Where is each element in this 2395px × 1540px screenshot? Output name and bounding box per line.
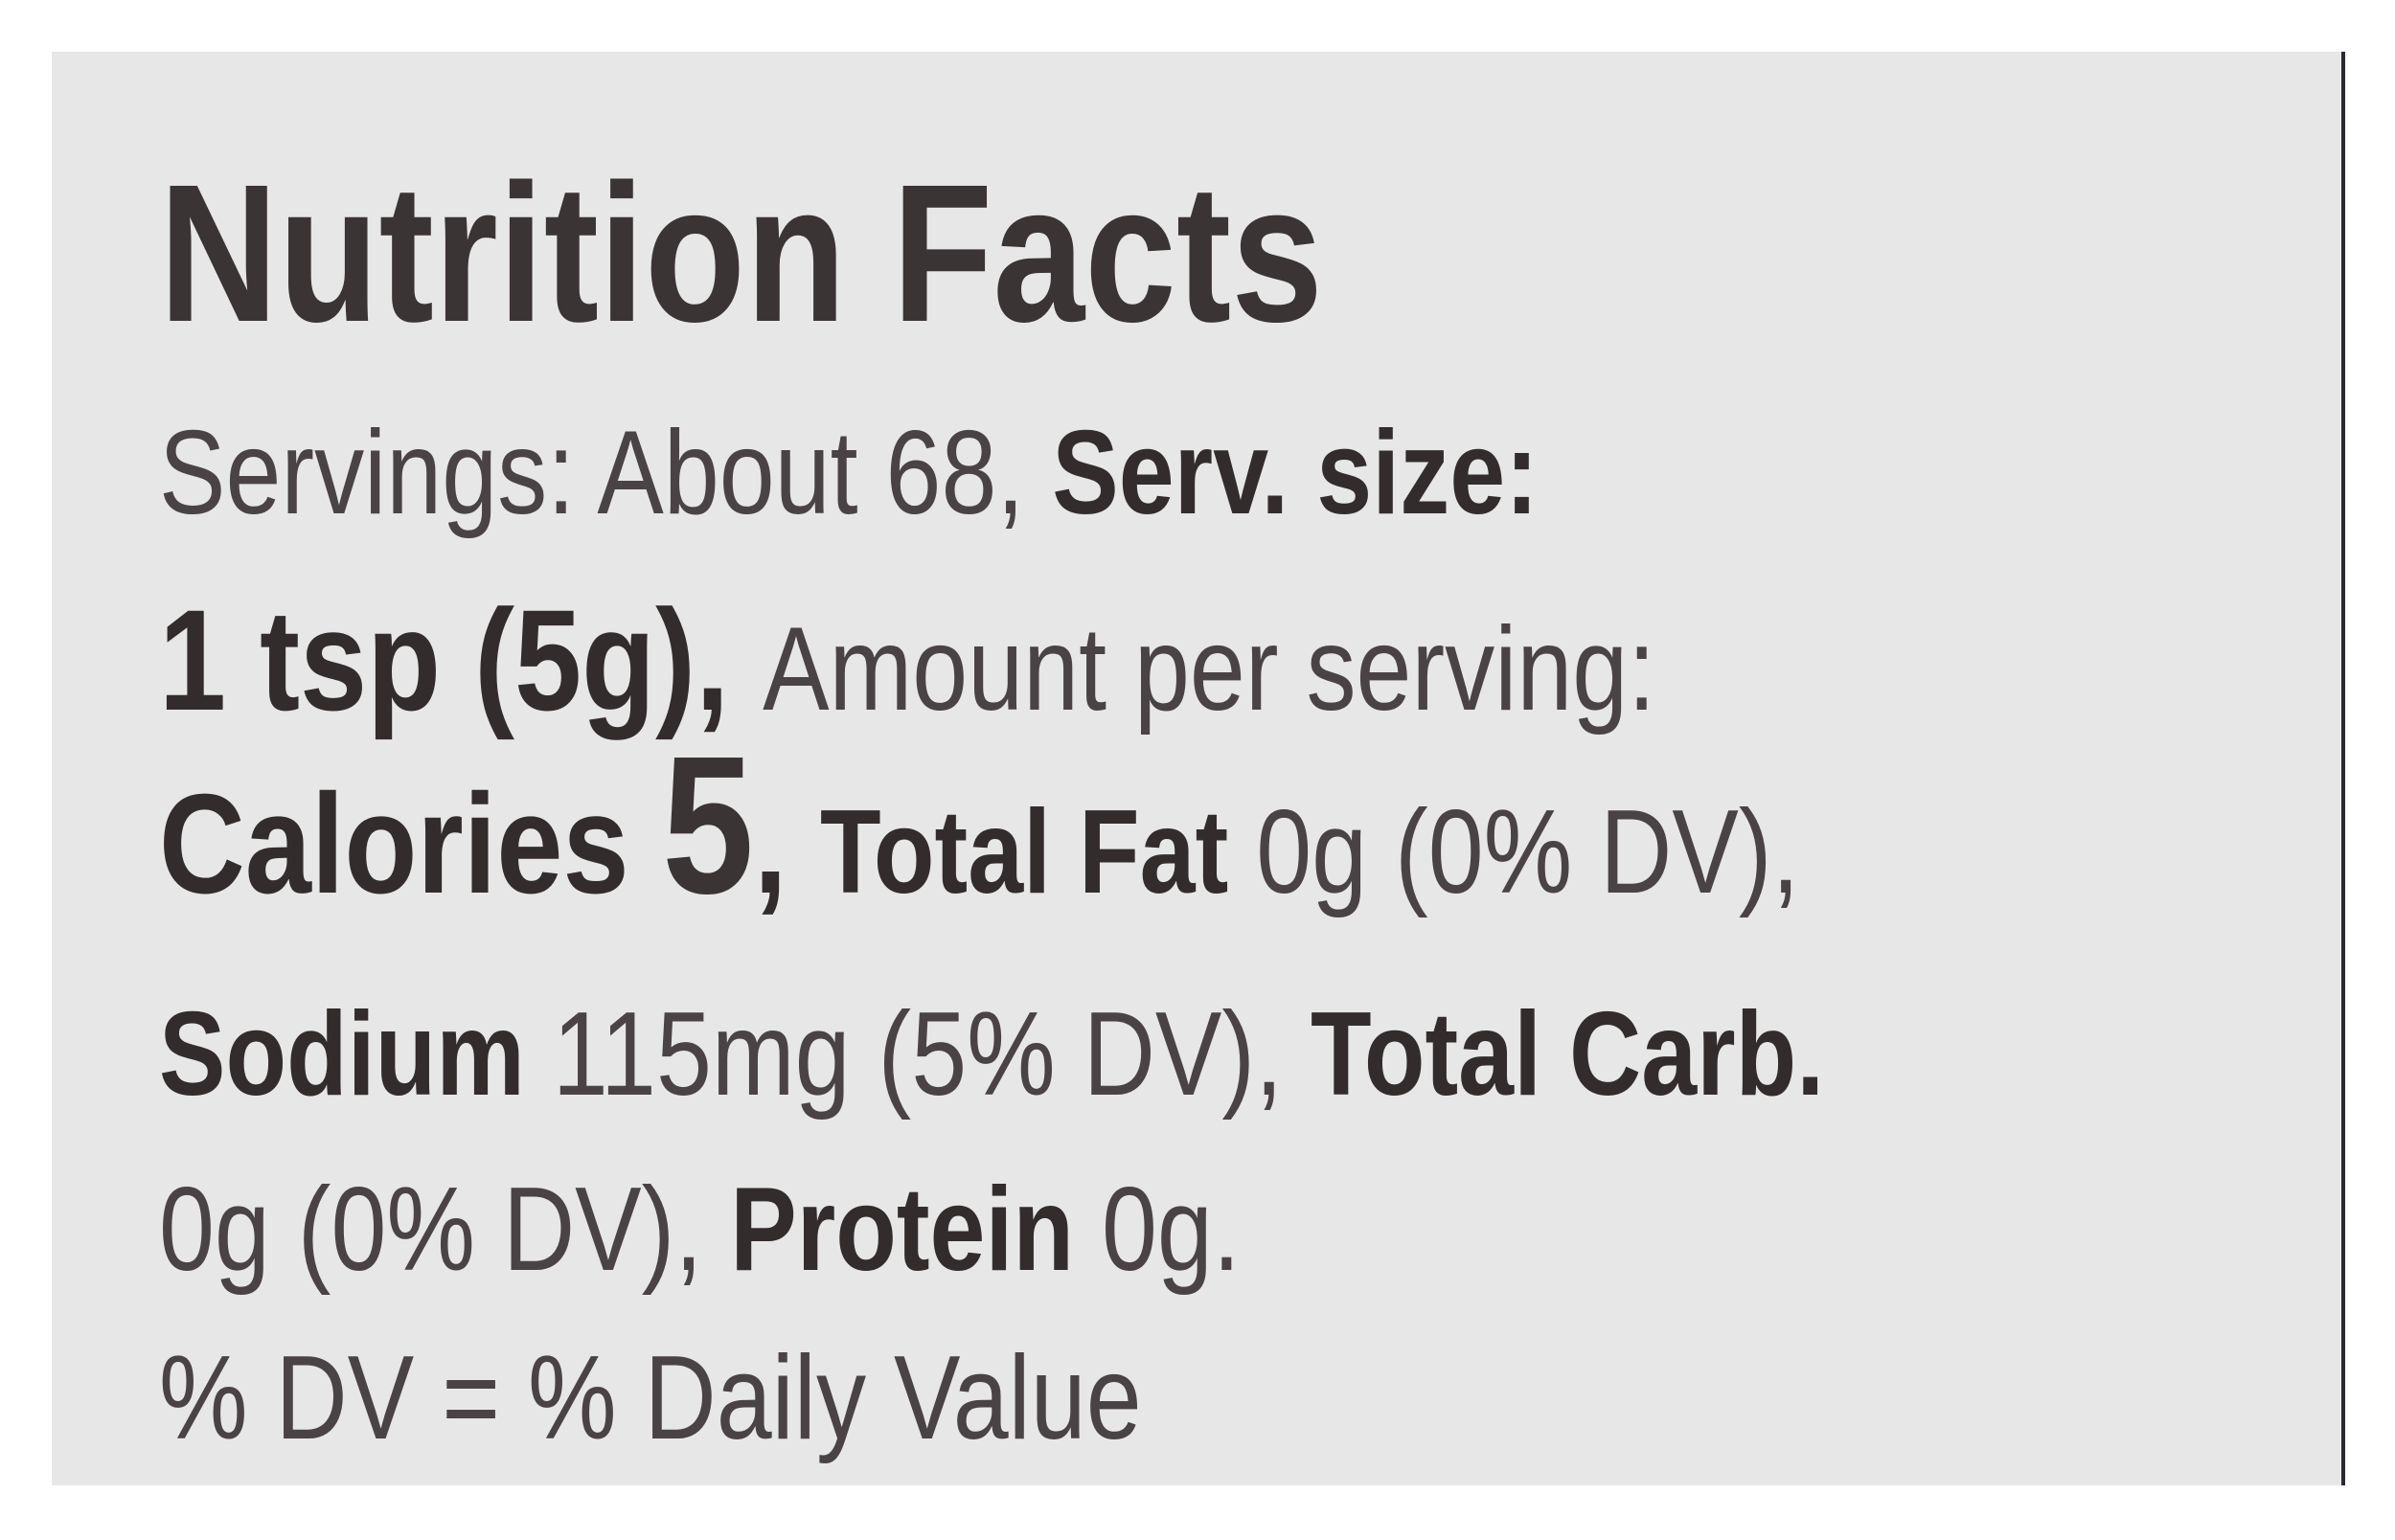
serving-size-value: 1 tsp (5g), <box>159 579 764 740</box>
sodium-label: Sodium <box>159 988 553 1121</box>
protein-value: 0g. <box>1101 1164 1241 1296</box>
servings-text: Servings: About 68, <box>159 407 1053 539</box>
calories-label: Calories <box>159 765 663 923</box>
calories-value: 5 <box>662 715 754 935</box>
carb-protein-line: 0g (0% DV), Protein 0g. <box>159 1170 1241 1289</box>
protein-label: Protein <box>730 1164 1102 1296</box>
calories-fat-line: Calories 5, Total Fat 0g (0% DV), <box>159 727 1799 923</box>
daily-value-footnote: % DV = % Daily Value <box>159 1332 1142 1464</box>
sodium-carb-line: Sodium 115mg (5% DV), Total Carb. <box>159 995 1824 1114</box>
total-carb-value: 0g (0% DV), <box>159 1164 731 1296</box>
servings-line: Servings: About 68, Serv. size: <box>159 414 1539 532</box>
calories-separator: , <box>753 765 821 923</box>
sodium-value: 115mg (5% DV), <box>552 988 1311 1121</box>
nutrition-label-panel: Nutrition Facts Servings: About 68, Serv… <box>52 52 2345 1485</box>
serving-size-line: 1 tsp (5g), Amount per serving: <box>159 588 1655 732</box>
serving-size-label: Serv. size: <box>1052 407 1539 539</box>
total-carb-label: Total Carb. <box>1310 988 1825 1121</box>
amount-per-serving: Amount per serving: <box>763 603 1656 736</box>
nutrition-facts-title: Nutrition Facts <box>159 144 1323 363</box>
total-fat-value: 0g (0% DV), <box>1256 786 1800 918</box>
total-fat-label: Total Fat <box>820 786 1257 918</box>
